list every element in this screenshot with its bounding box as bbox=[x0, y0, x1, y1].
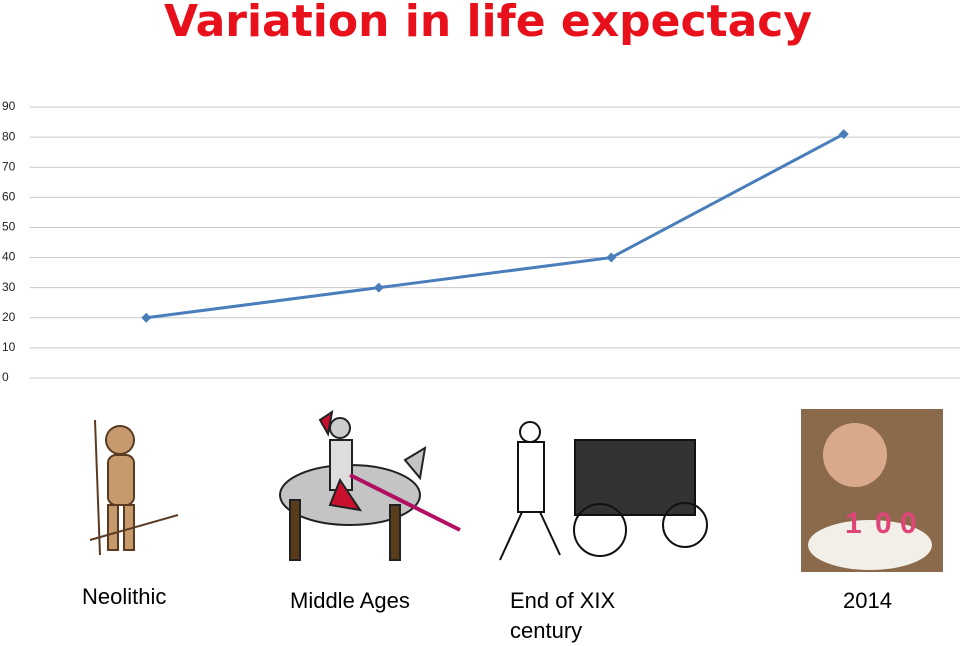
x-tick-label: Neolithic bbox=[82, 584, 167, 609]
y-tick-label: 50 bbox=[2, 220, 16, 234]
svg-text:1: 1 bbox=[845, 507, 862, 540]
neolithic-illustration bbox=[89, 419, 179, 556]
x-tick-label: End of XIX century bbox=[510, 588, 616, 643]
marker bbox=[141, 312, 152, 323]
chart-title: Variation in life expectacy bbox=[164, 0, 812, 47]
line bbox=[146, 132, 845, 320]
marker bbox=[838, 129, 849, 140]
y-tick-label: 20 bbox=[2, 310, 16, 324]
y-tick-label: 10 bbox=[2, 340, 16, 354]
marker bbox=[373, 282, 384, 293]
y-tick-label: 90 bbox=[2, 99, 16, 113]
knight-illustration bbox=[279, 409, 461, 561]
y-tick-label: 60 bbox=[2, 190, 16, 204]
carriage-illustration bbox=[499, 421, 708, 561]
y-tick-label: 40 bbox=[2, 250, 16, 264]
centenarian-photo: 1 0 0 bbox=[801, 409, 943, 572]
y-tick-label: 30 bbox=[2, 280, 16, 294]
y-tick-label: 0 bbox=[2, 370, 9, 384]
y-tick-label: 70 bbox=[2, 159, 16, 173]
marker bbox=[606, 252, 617, 263]
x-tick-label: 2014 bbox=[843, 588, 892, 613]
x-tick-label: Middle Ages bbox=[290, 588, 410, 613]
y-tick-label: 80 bbox=[2, 129, 16, 143]
svg-text:0 0: 0 0 bbox=[875, 507, 917, 540]
